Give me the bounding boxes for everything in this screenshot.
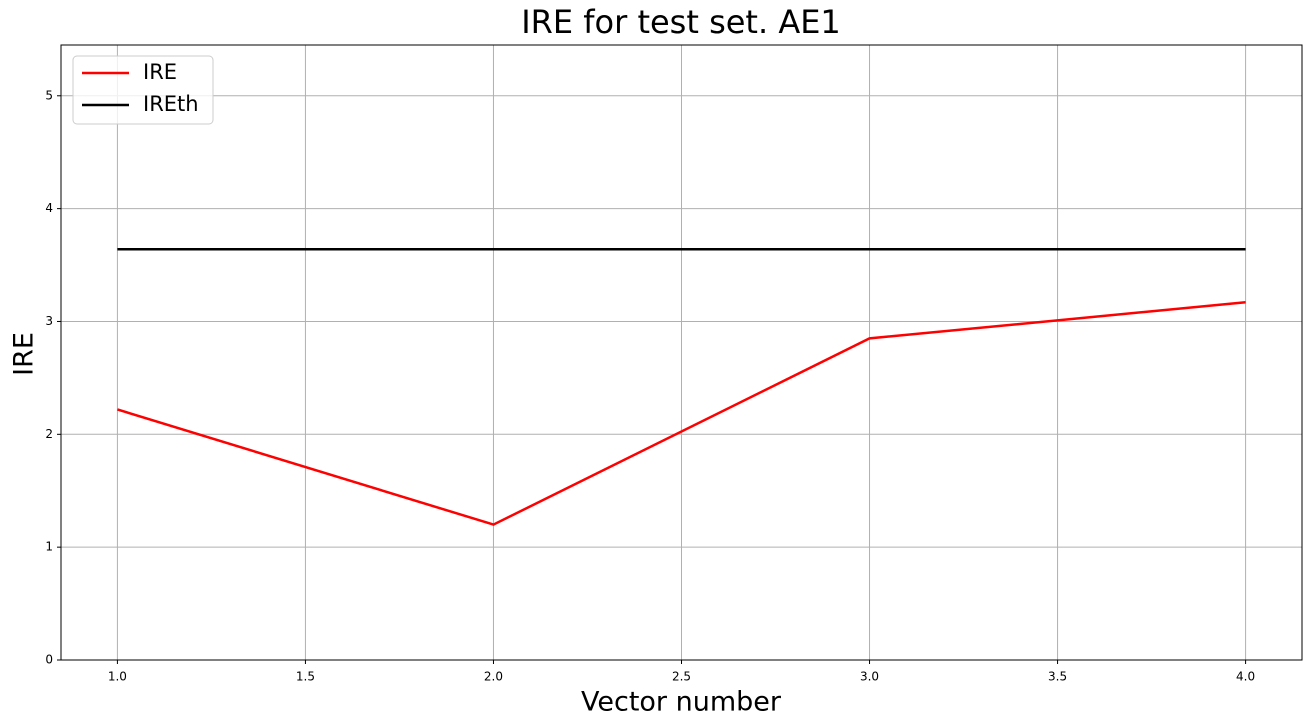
y-tick-label: 1 <box>45 540 53 554</box>
x-axis-label: Vector number <box>581 687 782 718</box>
chart-title: IRE for test set. AE1 <box>521 3 841 41</box>
y-tick-label: 2 <box>45 427 53 441</box>
x-tick-label: 2.5 <box>672 670 691 684</box>
x-tick-label: 3.5 <box>1048 670 1067 684</box>
y-tick-label: 4 <box>45 201 53 215</box>
x-tick-label: 1.5 <box>296 670 315 684</box>
x-tick-label: 4.0 <box>1236 670 1255 684</box>
x-tick-label: 3.0 <box>860 670 879 684</box>
legend-label: IRE <box>143 60 177 84</box>
x-tick-label: 1.0 <box>108 670 127 684</box>
y-axis-label: IRE <box>9 332 40 376</box>
y-tick-label: 0 <box>45 653 53 667</box>
x-tick-label: 2.0 <box>484 670 503 684</box>
line-series <box>117 301 1246 526</box>
legend: IRE IREth <box>72 55 214 125</box>
y-tick-label: 5 <box>45 88 53 102</box>
axes-frame <box>60 44 1303 661</box>
y-tick-label: 3 <box>45 314 53 328</box>
legend-label: IREth <box>143 92 199 116</box>
